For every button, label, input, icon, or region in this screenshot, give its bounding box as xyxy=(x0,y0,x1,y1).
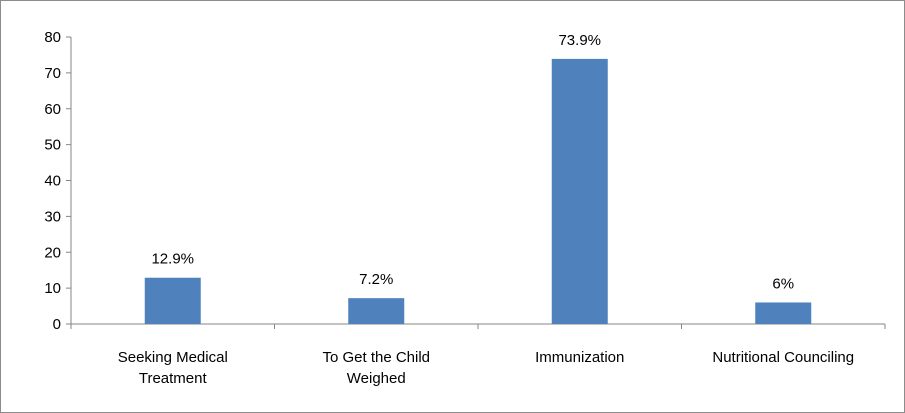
labels: 0 10 20 30 40 50 60 70 80 12.9% Seeking Medical Tre… xyxy=(44,29,854,387)
bar xyxy=(755,302,812,324)
category-label: Weighed xyxy=(347,370,406,387)
y-tick-label: 80 xyxy=(44,29,61,46)
y-tick-label: 30 xyxy=(44,208,61,225)
bars xyxy=(144,58,812,324)
y-tick-label: 0 xyxy=(53,316,61,333)
category-label: Immunization xyxy=(535,349,624,366)
y-tick-label: 60 xyxy=(44,101,61,118)
data-label: 12.9% xyxy=(151,251,194,268)
bar xyxy=(144,277,201,324)
y-tick-label: 40 xyxy=(44,173,61,190)
category-label: Nutritional Counciling xyxy=(712,349,854,366)
axes xyxy=(66,36,886,329)
y-tick-label: 10 xyxy=(44,280,61,297)
data-label: 6% xyxy=(772,275,794,292)
category-label: Seeking Medical xyxy=(118,349,228,366)
category-label: To Get the Child xyxy=(322,349,430,366)
y-tick-label: 50 xyxy=(44,137,61,154)
y-tick-label: 20 xyxy=(44,244,61,261)
category-label: Treatment xyxy=(139,370,208,387)
data-label: 7.2% xyxy=(359,271,393,288)
bar xyxy=(551,58,608,324)
bar xyxy=(348,298,405,324)
y-tick-label: 70 xyxy=(44,65,61,82)
data-label: 73.9% xyxy=(558,32,601,49)
